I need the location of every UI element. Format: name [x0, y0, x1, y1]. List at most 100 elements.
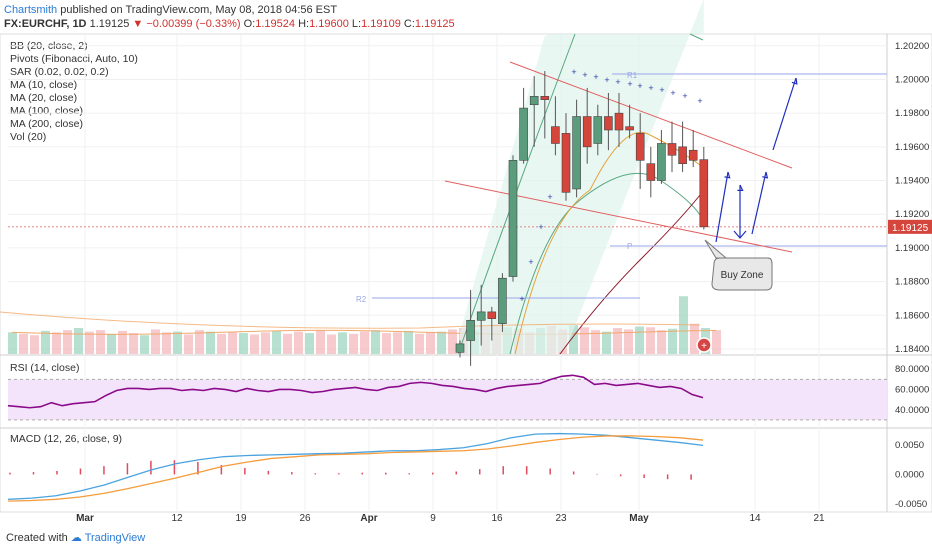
date-tick-label: 12 — [171, 513, 183, 524]
sar-dot: + — [571, 67, 576, 77]
volume-bar — [184, 334, 193, 354]
macd-line — [7, 432, 704, 500]
candle-body — [646, 163, 656, 181]
volume-bar — [712, 330, 721, 354]
volume-bar — [8, 332, 17, 354]
candle-body — [657, 143, 666, 181]
indicator-ma20[interactable]: MA (20, close) — [10, 92, 78, 104]
candle-body — [604, 116, 613, 131]
candle-body — [561, 133, 571, 193]
sar-dot: + — [604, 75, 609, 85]
volume-bar — [415, 333, 424, 354]
open-value: 1.19524 — [255, 18, 295, 30]
date-tick-label: Mar — [76, 513, 94, 524]
rsi-tick-label: 60.0000 — [895, 384, 929, 395]
buy-zone-callout — [704, 239, 773, 291]
volume-bar — [437, 331, 446, 354]
indicator-ma100[interactable]: MA (100, close) — [10, 105, 83, 117]
candle-body — [572, 116, 581, 190]
volume-bar — [41, 330, 50, 354]
rsi-label[interactable]: RSI (14, close) — [10, 362, 80, 374]
indicator-ma200[interactable]: MA (200, close) — [10, 118, 83, 130]
volume-bar — [228, 332, 237, 354]
symbol-line: FX:EURCHF, 1D 1.19125 ▼ −0.00399 (−0.33%… — [4, 18, 455, 30]
volume-bar — [294, 331, 303, 354]
sar-dot: + — [627, 79, 632, 89]
volume-bar — [690, 323, 699, 354]
low-label: L: — [351, 18, 362, 30]
candle-body — [455, 343, 465, 353]
price-tick-label: 1.19400 — [895, 176, 929, 187]
last-price-tag — [888, 219, 932, 234]
volume-bar — [239, 333, 248, 354]
volume-bar — [404, 330, 413, 354]
volume-bar — [118, 330, 127, 354]
indicator-sar[interactable]: SAR (0.02, 0.02, 0.2) — [10, 66, 109, 78]
sar-dot: + — [582, 70, 587, 80]
rsi-tick-label: 80.0000 — [895, 364, 929, 375]
volume-bar — [360, 331, 369, 354]
sar-dot: + — [615, 77, 620, 87]
chart-svg[interactable]: Mar 12 19 26 Apr 9 16 23 May 14 21 1.18400 1.18600 1.… — [0, 0, 932, 530]
chart-frame — [0, 33, 932, 513]
projection-arrowhead — [733, 230, 747, 239]
volume-ma-line — [11, 329, 717, 335]
lower-trendline — [444, 180, 793, 253]
buy-zone-label: Buy Zone — [721, 270, 764, 281]
volume-bar — [19, 333, 28, 354]
candle-body — [688, 149, 698, 161]
high-value: 1.19600 — [309, 18, 349, 30]
volume-bar — [668, 328, 677, 354]
indicator-ma10[interactable]: MA (10, close) — [10, 79, 78, 91]
date-tick-label: 14 — [749, 513, 761, 524]
sar-dot: + — [659, 85, 664, 95]
sar-dot: + — [682, 91, 687, 101]
volume-bar — [52, 332, 61, 354]
volume-bar — [283, 333, 292, 354]
date-tick-label: 21 — [813, 513, 825, 524]
volume-bar — [140, 335, 149, 354]
volume-bar — [162, 332, 171, 354]
price-tick-label: 1.19800 — [895, 108, 929, 119]
publish-header: Chartsmith published on TradingView.com,… — [4, 4, 337, 16]
volume-bar — [195, 330, 204, 354]
candle-body — [476, 311, 486, 321]
volume-bar — [85, 331, 94, 354]
projection-arrow — [772, 77, 797, 151]
pivot-r1-label: R1 — [627, 71, 638, 80]
indicator-vol[interactable]: Vol (20) — [10, 131, 47, 143]
candle-body — [699, 159, 709, 228]
candle-body — [614, 112, 624, 131]
low-value: 1.19109 — [361, 18, 401, 30]
volume-bar — [591, 330, 600, 354]
bollinger-band-fill — [460, 0, 704, 354]
sar-dot: + — [637, 81, 642, 91]
macd-tick-label: -0.0050 — [895, 499, 927, 510]
price-tick-label: 1.20200 — [895, 41, 929, 52]
volume-bar — [602, 331, 611, 354]
price-tick-label: 1.20000 — [895, 74, 929, 85]
sar-dot: + — [547, 192, 552, 202]
bollinger-upper-line — [689, 33, 704, 41]
rsi-tick-label: 40.0000 — [895, 405, 929, 416]
sar-dot: + — [519, 294, 524, 304]
volume-bar — [382, 333, 391, 354]
projection-arrow — [751, 171, 767, 235]
volume-bar — [151, 329, 160, 354]
volume-bar — [173, 331, 182, 354]
volume-bar — [74, 328, 83, 354]
volume-bar — [316, 330, 325, 354]
candle-body — [529, 96, 539, 106]
pivot-r2-label: R2 — [356, 295, 367, 304]
projection-arrowhead — [724, 171, 731, 179]
macd-label[interactable]: MACD (12, 26, close, 9) — [10, 433, 123, 445]
projection-arrowhead — [737, 184, 744, 192]
candle-body — [678, 146, 687, 164]
sar-dot: + — [528, 257, 533, 267]
author-link[interactable]: Chartsmith — [4, 4, 58, 16]
candle-body — [582, 116, 592, 148]
volume-bar — [327, 334, 336, 354]
indicator-pivots[interactable]: Pivots (Fibonacci, Auto, 10) — [10, 53, 138, 65]
volume-bar — [448, 329, 457, 354]
tradingview-brand[interactable]: TradingView — [84, 532, 146, 544]
